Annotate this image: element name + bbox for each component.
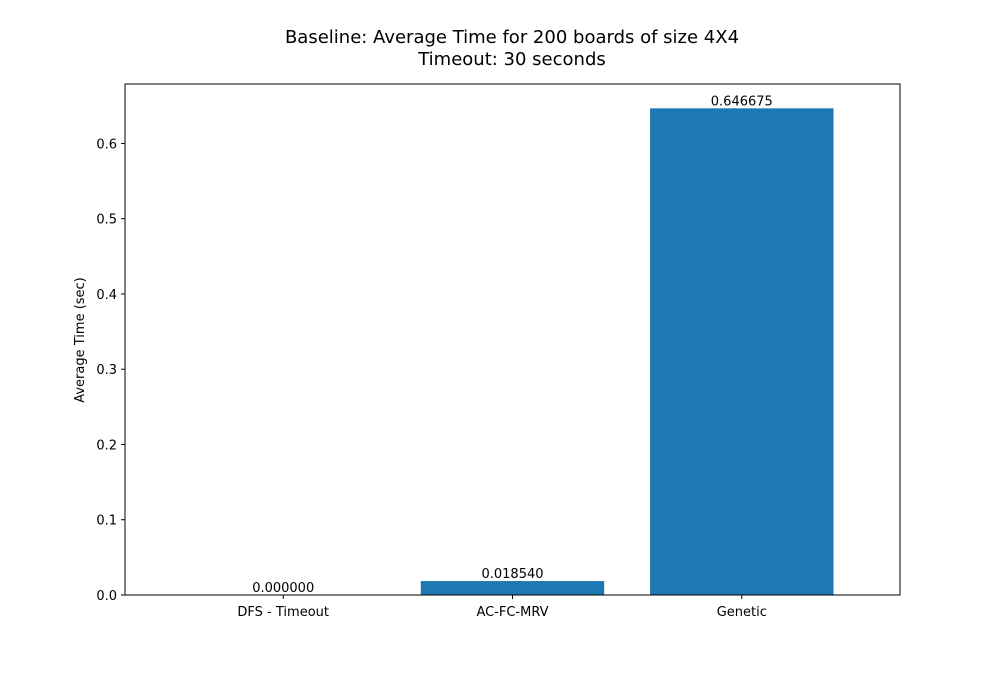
bars-group — [420, 108, 834, 596]
bar-value-label: 0.000000 — [252, 581, 314, 596]
x-axis-ticks: DFS - Timeout AC-FC-MRV Genetic — [237, 595, 767, 620]
bar-value-label: 0.018540 — [481, 567, 543, 582]
y-axis-label: Average Time (sec) — [73, 277, 88, 403]
y-tick-label: 0.4 — [96, 288, 117, 303]
y-tick-label: 0.3 — [96, 363, 117, 378]
x-tick-label: DFS - Timeout — [237, 605, 329, 620]
chart-subtitle: Timeout: 30 seconds — [417, 49, 606, 70]
bar-ac-fc-mrv — [420, 581, 605, 595]
plot-frame — [124, 83, 901, 596]
y-tick-label: 0.2 — [96, 438, 117, 453]
y-axis-ticks: 0.0 0.1 0.2 0.3 0.4 0.5 0.6 — [96, 137, 125, 604]
bar-genetic — [650, 108, 834, 596]
x-tick-label: AC-FC-MRV — [476, 605, 548, 620]
y-tick-label: 0.0 — [96, 589, 117, 604]
bar-labels-group: 0.000000 0.018540 0.646675 — [252, 94, 773, 596]
bar-value-label: 0.646675 — [711, 94, 773, 109]
chart-title: Baseline: Average Time for 200 boards of… — [285, 27, 739, 48]
y-tick-label: 0.6 — [96, 137, 117, 152]
y-tick-label: 0.5 — [96, 213, 117, 228]
x-tick-label: Genetic — [717, 605, 767, 620]
y-tick-label: 0.1 — [96, 514, 117, 529]
